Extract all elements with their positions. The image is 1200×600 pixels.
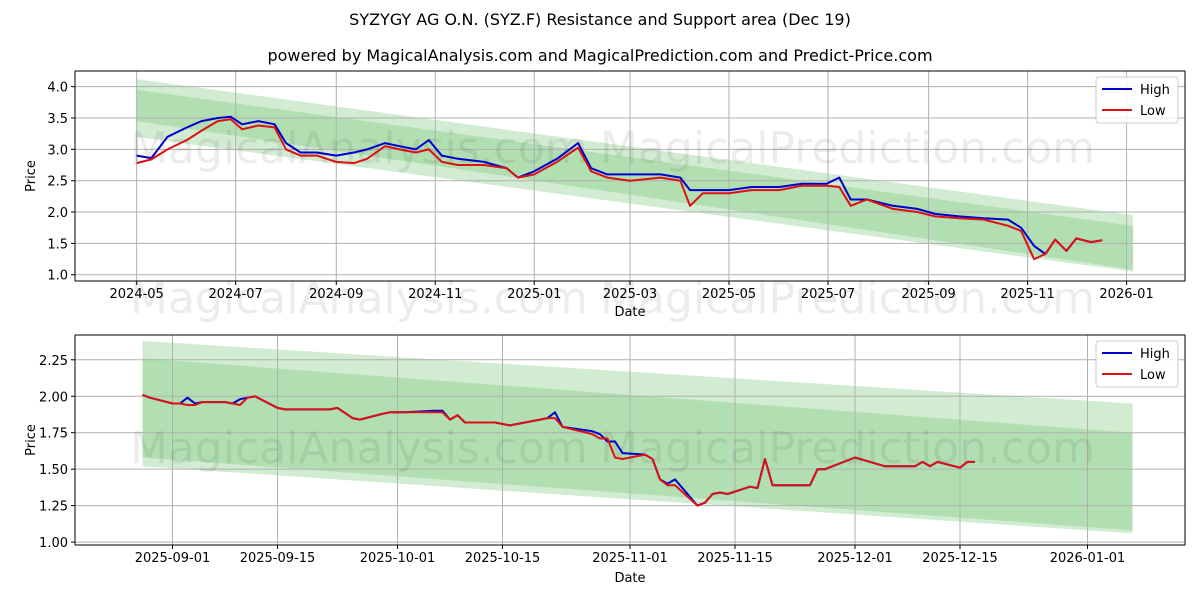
- y-tick-label: 1.50: [39, 463, 68, 478]
- y-tick-label: 1.25: [39, 500, 68, 515]
- y-tick-label: 2.25: [39, 354, 68, 369]
- y-tick-label: 2.0: [47, 206, 68, 221]
- legend-low-label: Low: [1140, 104, 1166, 119]
- x-tick-label: 2025-11: [1000, 287, 1054, 302]
- x-tick-label: 2024-05: [110, 287, 164, 302]
- x-tick-label: 2025-09-15: [240, 551, 316, 566]
- x-tick-label: 2025-10-15: [465, 551, 541, 566]
- y-tick-label: 1.00: [39, 536, 68, 551]
- y-tick-label: 3.0: [47, 143, 68, 158]
- legend-low-label: Low: [1140, 368, 1166, 383]
- y-axis-label: Price: [24, 160, 39, 192]
- x-axis-label: Date: [614, 571, 645, 586]
- y-tick-label: 4.0: [47, 81, 68, 96]
- x-axis-label: Date: [614, 305, 645, 320]
- x-tick-label: 2025-10-01: [360, 551, 436, 566]
- top-chart-resistance-support: 1.0 1.5 2.0 2.5 3.0 3.5 4.0 2024-05 2024-07 2024-…: [24, 70, 1186, 324]
- x-tick-label: 2025-01: [507, 287, 561, 302]
- watermark: MagicalAnalysis.com: [130, 123, 588, 174]
- y-tick-label: 2.00: [39, 390, 68, 405]
- axes-frame: [74, 70, 1186, 282]
- x-tick-label: 2025-11-15: [697, 551, 773, 566]
- watermark: MagicalPrediction.com: [600, 423, 1095, 474]
- x-tick-label: 2025-11-01: [592, 551, 668, 566]
- axes-frame: [74, 334, 1186, 546]
- x-tick-label: 2025-12-15: [922, 551, 998, 566]
- x-tick-label: 2025-03: [603, 287, 657, 302]
- watermark: MagicalAnalysis.com: [130, 423, 588, 474]
- legend: High Low: [1095, 340, 1179, 388]
- band-outer: [142, 340, 1133, 534]
- series-high-line: [136, 115, 1103, 255]
- y-tick-label: 1.5: [47, 237, 68, 252]
- y-tick-label: 1.0: [47, 269, 68, 284]
- x-tick-label: 2025-09-01: [135, 551, 211, 566]
- series-low-line: [142, 393, 975, 507]
- x-tick-label: 2025-09: [901, 287, 955, 302]
- x-tick-label: 2026-01-01: [1050, 551, 1126, 566]
- legend: High Low: [1095, 76, 1179, 124]
- legend-high-label: High: [1140, 347, 1170, 362]
- x-tick-label: 2024-07: [208, 287, 262, 302]
- x-tick-label: 2025-07: [801, 287, 855, 302]
- legend-high-label: High: [1140, 83, 1170, 98]
- band-inner: [142, 358, 1133, 531]
- y-tick-label: 2.5: [47, 175, 68, 190]
- watermark: MagicalPrediction.com: [600, 123, 1095, 174]
- x-tick-label: 2025-12-01: [817, 551, 893, 566]
- y-axis-label: Price: [24, 424, 39, 456]
- x-tick-label: 2024-09: [309, 287, 363, 302]
- x-tick-label: 2024-11: [408, 287, 462, 302]
- x-tick-label: 2025-05: [702, 287, 756, 302]
- chart-subtitle: powered by MagicalAnalysis.com and Magic…: [267, 46, 933, 65]
- chart-title: SYZYGY AG O.N. (SYZ.F) Resistance and Su…: [349, 10, 851, 29]
- y-tick-label: 3.5: [47, 112, 68, 127]
- x-tick-label: 2026-01: [1099, 287, 1153, 302]
- bottom-chart-zoomed: 1.00 1.25 1.50 1.75 2.00 2.25 2025-09-01 2025-0…: [24, 334, 1186, 586]
- series-low-line: [136, 118, 1103, 261]
- y-tick-label: 1.75: [39, 427, 68, 442]
